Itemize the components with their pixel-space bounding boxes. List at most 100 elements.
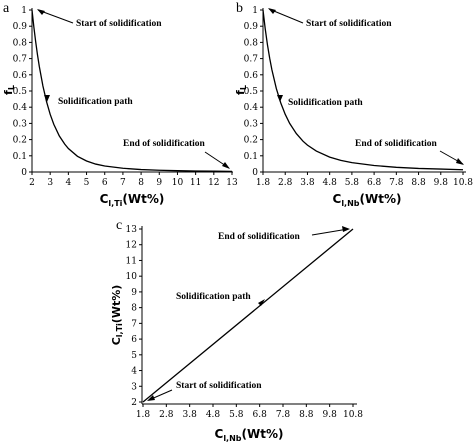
- panel-b-ticks: 1.8 2.8 3.8 4.8 5.8 6.8 7.8 8.8 9.8 10.800.10.20.…: [244, 6, 474, 188]
- panel-b-xtick-label: 6.8: [367, 178, 382, 188]
- panel-a-y-label: fL: [2, 85, 16, 95]
- panel-c-xtick-label: 4.8: [206, 410, 221, 420]
- panel-a-path-label: Solidification path: [58, 97, 133, 107]
- panel-b-xtick-label: 4.8: [323, 178, 338, 188]
- panel-b-ytick-label: 0.6: [244, 71, 259, 81]
- panel-c-ytick-label: 13: [126, 225, 138, 235]
- panel-a-start-label: Start of solidification: [76, 19, 162, 29]
- panel-c-xtick-label: 1.8: [136, 410, 151, 420]
- panel-c: c 1.8 2.8 3.8 4.8 5.8 6.8 7.8 8.8 9.8 10.8 2 3 4 5 6 7 8…: [110, 218, 363, 443]
- svg-text:Cl,Ti(Wt%): Cl,Ti(Wt%): [110, 285, 124, 346]
- panel-b-ytick-label: 0.8: [244, 38, 259, 48]
- panel-c-ytick-label: 5: [131, 351, 137, 361]
- panel-c-ytick-label: 6: [131, 335, 137, 345]
- svg-text:fL: fL: [2, 85, 16, 95]
- panel-b-xtick-label: 2.8: [278, 178, 293, 188]
- panel-c-xtick-label: 2.8: [159, 410, 174, 420]
- panel-c-ticks: 1.8 2.8 3.8 4.8 5.8 6.8 7.8 8.8 9.8 10.8 2 3 4 5 6 7 8 9 1…: [126, 225, 364, 420]
- panel-a-path-arrowhead: [44, 95, 50, 102]
- panel-a-end-arrowhead: [222, 162, 230, 169]
- panel-b-x-label: Cl,Nb(Wt%): [333, 192, 402, 208]
- panel-a-xtick-label: 5: [84, 178, 90, 188]
- panel-b-ytick-label: 0.1: [244, 152, 258, 162]
- panel-c-ytick-label: 11: [126, 256, 137, 266]
- panel-b-end-label: End of solidification: [355, 139, 438, 149]
- panel-b-start-arrowhead: [268, 8, 276, 14]
- panel-a-xtick-label: 4: [65, 178, 71, 188]
- panel-b-xtick-label: 8.8: [411, 178, 426, 188]
- panel-c-end-arrow: [311, 228, 349, 236]
- panel-a-xtick-label: 2: [29, 178, 35, 188]
- panel-c-start-arrowhead: [147, 395, 155, 401]
- panel-a-series-curve: [31, 9, 233, 172]
- panel-a-ytick-label: 0.7: [13, 55, 28, 65]
- panel-a-start-arrowhead: [37, 9, 45, 15]
- panel-c-start-label: Start of solidification: [176, 381, 262, 391]
- panel-c-ytick-label: 10: [126, 272, 138, 282]
- panel-b-ytick-label: 0.5: [244, 87, 259, 97]
- panel-a-letter: a: [3, 1, 10, 16]
- panel-c-xtick-label: 9.8: [323, 410, 338, 420]
- panel-b-start-label: Start of solidification: [306, 19, 392, 29]
- panel-b: b 1.8 2.8 3.8 4.8 5.8 6.8 7.8 8.8 9.8 10.800.10.2…: [234, 1, 473, 208]
- panel-c-ytick-label: 12: [126, 241, 137, 251]
- panel-a-xtick-label: 3: [47, 178, 53, 188]
- panel-a-xtick-label: 6: [102, 178, 108, 188]
- panel-b-ytick-label: 0.7: [244, 55, 259, 65]
- panel-c-ytick-label: 8: [131, 304, 137, 314]
- svg-text:fL: fL: [234, 85, 248, 95]
- panel-b-ytick-label: 1: [252, 6, 258, 16]
- panel-a-ytick-label: 0.1: [13, 152, 27, 162]
- panel-c-y-label: Cl,Ti(Wt%): [110, 285, 124, 346]
- panel-c-end-label: End of solidification: [218, 232, 301, 242]
- panel-c-x-label: Cl,Nb(Wt%): [215, 427, 284, 443]
- panel-a-xtick-label: 8: [138, 178, 144, 188]
- panel-a-ytick-label: 0.4: [13, 103, 28, 113]
- panel-c-xtick-label: 6.8: [253, 410, 268, 420]
- panel-c-xtick-label: 3.8: [183, 410, 198, 420]
- panel-a-xtick-label: 13: [226, 178, 238, 188]
- panel-b-ytick-label: 0.2: [244, 136, 258, 146]
- panel-b-xtick-label: 9.8: [434, 178, 449, 188]
- panel-c-ytick-label: 3: [131, 382, 137, 392]
- panel-a-ytick-label: 0.2: [13, 136, 27, 146]
- panel-a-end-label: End of solidification: [123, 139, 206, 149]
- panel-c-path-arrowhead: [258, 299, 265, 306]
- panel-a-ytick-label: 0.8: [13, 38, 28, 48]
- panel-a-ytick-label: 0.6: [13, 71, 28, 81]
- panel-a-ytick-label: 1: [21, 6, 27, 16]
- panel-b-ytick-label: 0.3: [244, 119, 259, 129]
- panel-a-xtick-label: 11: [190, 178, 201, 188]
- panel-a-xtick-label: 9: [156, 178, 162, 188]
- panel-b-xtick-label: 10.8: [453, 178, 473, 188]
- panel-c-path-label: Solidification path: [176, 292, 251, 302]
- panel-a-ytick-label: 0.5: [13, 87, 28, 97]
- panel-c-ytick-label: 4: [131, 367, 137, 377]
- panel-b-xtick-label: 1.8: [256, 178, 271, 188]
- panel-b-xtick-label: 7.8: [389, 178, 404, 188]
- panel-b-xtick-label: 5.8: [345, 178, 360, 188]
- panel-c-ytick-label: 7: [131, 319, 137, 329]
- panel-a-xtick-label: 10: [172, 178, 184, 188]
- panel-a-ytick-label: 0.9: [13, 22, 28, 32]
- panel-c-end-arrowhead: [342, 226, 350, 232]
- panel-c-ytick-label: 2: [131, 398, 137, 408]
- panel-c-ytick-label: 9: [131, 288, 137, 298]
- panel-a-xtick-label: 7: [120, 178, 126, 188]
- panel-b-ytick-label: 0.9: [244, 22, 259, 32]
- panel-b-end-arrowhead: [456, 158, 464, 165]
- panel-b-ytick-label: 0: [252, 168, 258, 178]
- panel-a: a 2 3 4 5 6 7 8 9 10 11 12 13 0 0.1 0.2 0.3 0.4 0.5 0.6 0.7…: [2, 1, 238, 208]
- panel-a-x-label: Cl,Ti(Wt%): [100, 192, 165, 208]
- panel-a-ytick-label: 0: [21, 168, 27, 178]
- panel-c-xtick-label: 5.8: [229, 410, 244, 420]
- panel-a-ytick-label: 0.3: [13, 119, 28, 129]
- panel-b-xtick-label: 3.8: [300, 178, 315, 188]
- panel-c-letter: c: [116, 218, 122, 233]
- panel-b-path-label: Solidification path: [288, 98, 363, 108]
- panel-b-series-curve: [262, 9, 464, 171]
- panel-a-ticks: 2 3 4 5 6 7 8 9 10 11 12 13 0 0.1 0.2 0.3 0.4 0.5 0.6 0.7 0.…: [13, 6, 238, 188]
- panel-b-ytick-label: 0.4: [244, 103, 259, 113]
- panel-c-xtick-label: 10.8: [343, 410, 363, 420]
- panel-c-xtick-label: 7.8: [276, 410, 291, 420]
